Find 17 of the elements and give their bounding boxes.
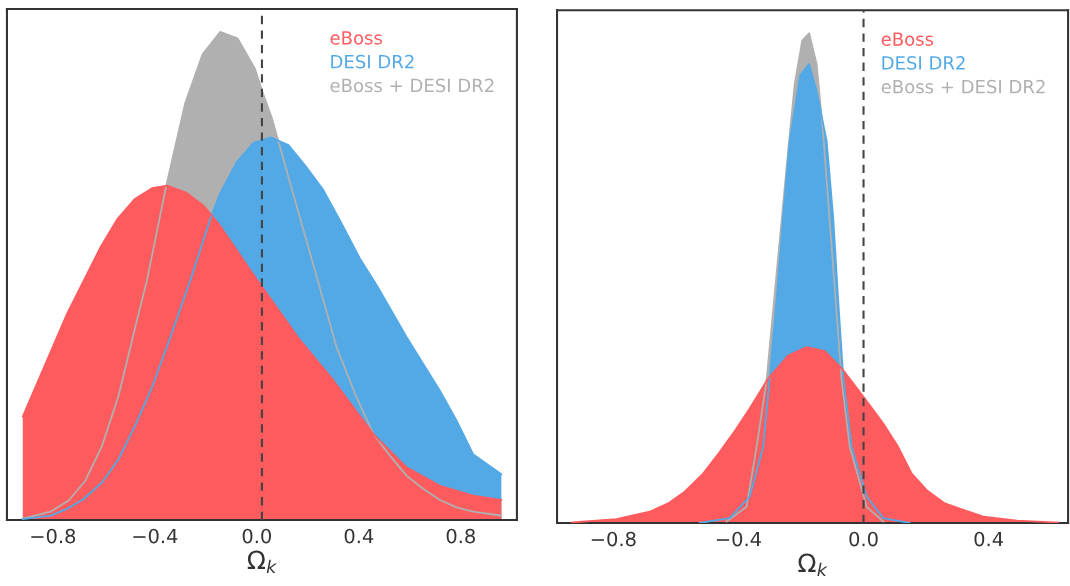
text: DESI DR2 [882, 56, 965, 70]
x-tick-label: 0.0 [242, 528, 272, 544]
x-tick-label: −0.4 [716, 531, 761, 547]
text: eBoss [330, 31, 382, 45]
text: DESI DR2 [331, 54, 414, 69]
x-tick-label: −0.8 [31, 528, 76, 544]
x-axis-title: Ω$_{k}$ [247, 550, 277, 573]
x-tick-label: −0.8 [591, 531, 636, 547]
text: eBoss + DESI DR2 [881, 79, 1045, 94]
x-tick-label: 0.4 [344, 528, 374, 544]
text: eBoss [881, 32, 934, 46]
x-tick-label: 0.0 [849, 531, 878, 547]
x-tick-label: 0.4 [974, 531, 1004, 547]
x-tick-label: 0.8 [446, 528, 475, 544]
text: eBoss + DESI DR2 [330, 78, 494, 93]
x-axis-title: Ω$_{k}$ [798, 553, 828, 576]
x-tick-label: −0.4 [133, 528, 178, 544]
